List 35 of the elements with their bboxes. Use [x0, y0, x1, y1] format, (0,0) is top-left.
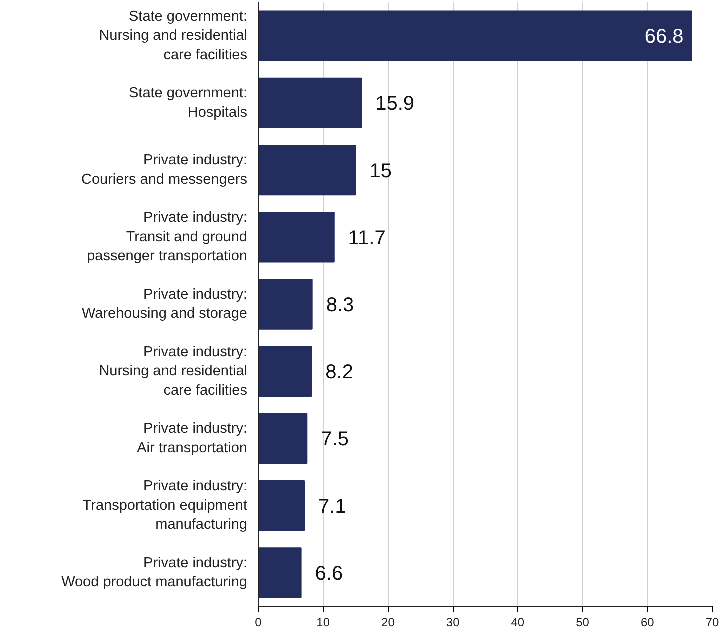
data-label: 6.6	[315, 562, 344, 585]
y-tick-label: Private industry: Transportation equipment manufacturing	[82, 478, 248, 534]
x-tick-label: 30	[446, 616, 460, 630]
data-label: 8.2	[326, 362, 354, 384]
data-label: 7.1	[318, 496, 346, 518]
data-label: 15	[370, 160, 392, 182]
y-tick-label: Private industry: Transit and ground passenger transportation	[87, 210, 248, 265]
bar	[258, 78, 362, 128]
bar	[258, 346, 312, 397]
y-tick-label: Private industry: Warehousing and storage	[82, 286, 248, 322]
data-label: 11.7	[348, 227, 386, 250]
bar	[258, 10, 692, 62]
bar	[258, 279, 313, 330]
y-tick-label: State government: Hospitals	[129, 86, 248, 121]
y-tick-label: Private industry: Couriers and messengers	[81, 152, 248, 188]
bar	[258, 212, 335, 263]
x-tick-label: 50	[576, 616, 590, 630]
data-label: 15.9	[376, 93, 415, 116]
x-tick-label: 60	[640, 616, 655, 630]
bar	[258, 480, 306, 532]
data-label: 7.5	[321, 428, 349, 451]
bar	[258, 413, 308, 464]
x-tick-label: 20	[382, 616, 396, 630]
y-tick-label: State government: Nursing and residential care facilities	[99, 8, 248, 64]
bar	[258, 548, 302, 598]
x-tick-label: 70	[706, 616, 720, 630]
x-tick-label: 0	[255, 616, 262, 630]
y-tick-label: Private industry: Nursing and residential care facilities	[99, 344, 248, 399]
data-label: 66.8	[644, 26, 684, 48]
y-tick-label: Private industry: Air transportation	[137, 421, 248, 456]
x-tick-label: 10	[316, 616, 330, 630]
x-tick-label: 40	[511, 616, 525, 630]
y-tick-label: Private industry: Wood product manufacturing	[62, 555, 248, 591]
bar	[258, 144, 356, 196]
data-label: 8.3	[326, 294, 354, 316]
